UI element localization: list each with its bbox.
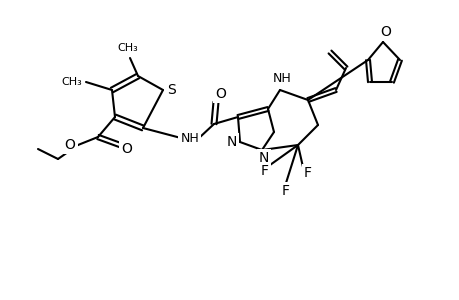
Text: NH: NH (180, 131, 199, 145)
Text: O: O (121, 142, 132, 156)
Text: CH₃: CH₃ (118, 43, 138, 53)
Text: F: F (303, 166, 311, 180)
Text: S: S (167, 83, 176, 97)
Text: N: N (226, 135, 237, 149)
Text: O: O (380, 25, 391, 39)
Text: NH: NH (272, 71, 291, 85)
Text: N: N (258, 151, 269, 165)
Text: O: O (64, 138, 75, 152)
Text: F: F (281, 184, 289, 198)
Text: CH₃: CH₃ (62, 77, 82, 87)
Text: O: O (215, 87, 226, 101)
Text: F: F (260, 164, 269, 178)
